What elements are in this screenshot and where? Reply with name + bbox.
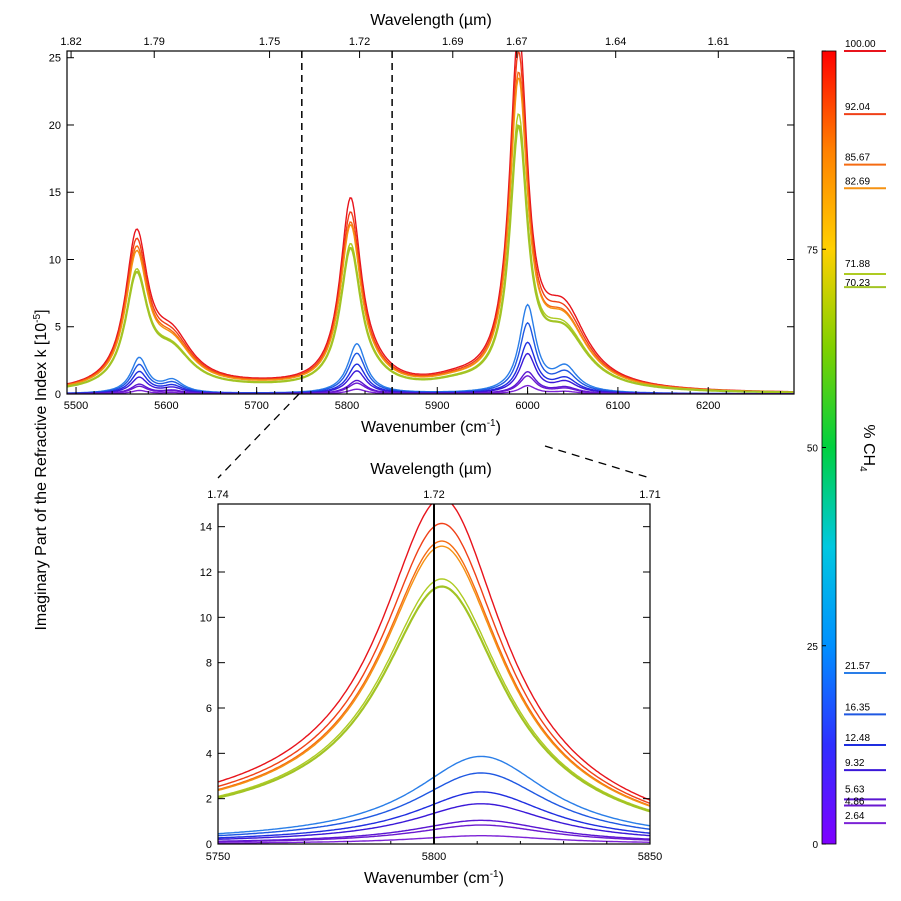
bottom-x2-ticks: 1.74 1.72 1.71 (207, 489, 661, 511)
colorbar-marker-label: 92.04 (845, 102, 870, 113)
top-x-tick-label: 6200 (696, 400, 720, 412)
colorbar-marker-label: 85.67 (845, 153, 870, 164)
colorbar-marker-label: 70.23 (845, 278, 870, 289)
top-y-tick-label: 10 (49, 254, 61, 266)
bottom-x2-tick-label: 1.72 (423, 489, 444, 501)
zoom-connector-right (544, 445, 651, 479)
bottom-series-100-00 (218, 504, 650, 801)
bottom-y-tick-label: 2 (206, 794, 212, 806)
colorbar-series-markers: 92.04 85.67 82.69 71.88 70.23 21.57 16.35 12.48… (844, 50, 886, 825)
top-x-ticks: 5500 5600 5700 5800 5900 6000 6100 6200 (64, 387, 781, 412)
colorbar-marker-label: 4.86 (845, 796, 865, 807)
top-y-tick-label: 20 (49, 120, 61, 132)
bottom-y-tick-label: 8 (206, 658, 212, 670)
top-x-tick-label: 5600 (154, 400, 178, 412)
colorbar-marker-label: 16.35 (845, 702, 870, 713)
colorbar-marker-label: 12.48 (845, 733, 870, 744)
colorbar-marker-label: 71.88 (845, 259, 870, 270)
colorbar-marker-label: 21.57 (845, 661, 870, 672)
bottom-y-tick-label: 6 (206, 703, 212, 715)
colorbar-tick-label: 0 (812, 840, 818, 851)
top-y-tick-label: 0 (55, 389, 61, 401)
top-x2-tick-label: 1.82 (60, 36, 81, 48)
top-x2-tick-label: 1.61 (708, 36, 729, 48)
top-x2-tick-label: 1.69 (442, 36, 463, 48)
top-x-tick-label: 5900 (425, 400, 449, 412)
colorbar-tick-label: 50 (807, 444, 819, 455)
top-dashed-markers (301, 51, 393, 394)
top-series-92-04 (67, 51, 794, 393)
y-axis-title: Imaginary Part of the Refractive Index k… (32, 309, 50, 630)
zoom-connector-left (217, 393, 300, 479)
colorbar: 0 25 50 75 100.00 92.04 85.67 82.69 71.88 70.23 2… (807, 39, 886, 851)
top-x2-axis-title: Wavelength (µm) (370, 12, 492, 29)
bottom-x2-axis-title: Wavelength (µm) (370, 461, 492, 478)
colorbar-tick-label: 25 (807, 642, 819, 653)
bottom-panel: Wavelength (µm) 5750 5800 5850 0 2 4 6 8 10 12 14… (200, 461, 662, 887)
bottom-y-tick-label: 14 (200, 522, 212, 534)
bottom-y-ticks: 0 2 4 6 8 10 12 14 (200, 522, 650, 851)
top-series-70-23 (67, 124, 794, 394)
bottom-y-tick-label: 0 (206, 839, 212, 851)
bottom-x-axis-title: Wavenumber (cm-1) (364, 869, 504, 887)
top-x-tick-label: 6000 (515, 400, 539, 412)
bottom-x-tick-label: 5800 (422, 851, 446, 863)
top-x-axis-title: Wavenumber (cm-1) (361, 418, 501, 436)
top-x-tick-label: 6100 (606, 400, 630, 412)
bottom-y-tick-label: 12 (200, 567, 212, 579)
top-y-tick-label: 15 (49, 187, 61, 199)
bottom-y-tick-label: 10 (200, 612, 212, 624)
top-x2-tick-label: 1.67 (506, 36, 527, 48)
top-panel: Wavelength (µm) 5500 5600 5700 5800 5900 6000… (49, 12, 795, 436)
top-x2-tick-label: 1.72 (349, 36, 370, 48)
colorbar-marker-label: 82.69 (845, 176, 870, 187)
top-x-tick-label: 5800 (335, 400, 359, 412)
bottom-x-ticks: 5750 5800 5850 (206, 837, 662, 863)
top-series-16-35 (67, 321, 794, 394)
top-series-group (67, 51, 794, 394)
top-series-12-48 (67, 341, 794, 394)
top-x2-tick-label: 1.64 (605, 36, 626, 48)
top-x2-ticks: 1.82 1.79 1.75 1.72 1.69 1.67 1.64 1.61 (60, 36, 729, 58)
colorbar-marker-label: 5.63 (845, 784, 865, 795)
top-x-tick-label: 5700 (244, 400, 268, 412)
top-x-tick-label: 5500 (64, 400, 88, 412)
top-series-71-88 (67, 113, 794, 393)
top-x2-tick-label: 1.75 (259, 36, 280, 48)
top-series-21-57 (67, 303, 794, 394)
colorbar-tick-label: 75 (807, 245, 819, 256)
colorbar-ticks: 0 25 50 75 100.00 (807, 39, 876, 851)
bottom-x-tick-label: 5850 (638, 851, 662, 863)
colorbar-tick-label: 100.00 (845, 39, 876, 50)
colorbar-marker-label: 9.32 (845, 758, 865, 769)
bottom-x2-tick-label: 1.74 (207, 489, 228, 501)
colorbar-marker-label: 2.64 (845, 811, 865, 822)
bottom-y-tick-label: 4 (206, 748, 212, 760)
bottom-x2-tick-label: 1.71 (639, 489, 660, 501)
top-plot-frame (66, 50, 795, 395)
top-y-tick-label: 5 (55, 322, 61, 334)
top-x2-tick-label: 1.79 (144, 36, 165, 48)
bottom-x-tick-label: 5750 (206, 851, 230, 863)
colorbar-label: % CH4 (857, 424, 877, 472)
top-y-ticks: 0 5 10 15 20 25 (49, 53, 794, 401)
top-y-tick-label: 25 (49, 53, 61, 65)
